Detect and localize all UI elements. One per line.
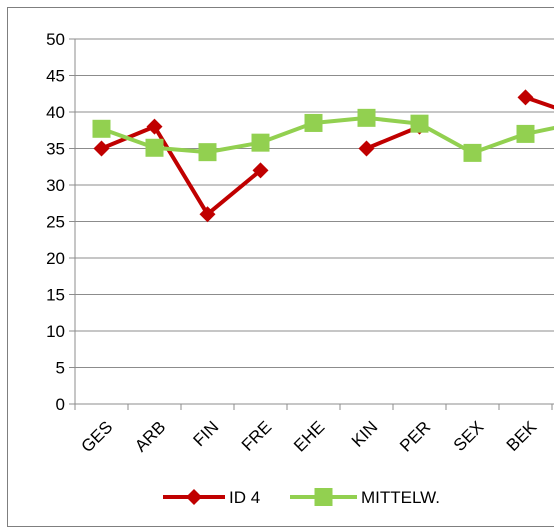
- legend-label: ID 4: [229, 488, 260, 507]
- x-tick-label: KIN: [348, 417, 381, 450]
- grid-lines: [75, 39, 554, 368]
- x-tick-label: GES: [78, 417, 117, 456]
- y-tick-label: 30: [46, 176, 65, 195]
- legend-marker-diamond: [186, 489, 202, 505]
- y-tick-label: 25: [46, 213, 65, 232]
- series-markers: [93, 89, 554, 222]
- data-point-square: [93, 120, 111, 138]
- data-point-square: [305, 114, 323, 132]
- y-tick-label: 50: [46, 30, 65, 49]
- x-tick-labels: GESARBFINFREEHEKINPERSEXBEKWO: [78, 417, 554, 456]
- series-line-1: [102, 118, 554, 153]
- y-tick-label: 35: [46, 140, 65, 159]
- data-point-square: [517, 125, 535, 143]
- y-tick-label: 20: [46, 249, 65, 268]
- data-point-diamond: [518, 89, 534, 105]
- x-tick-label: ARB: [131, 417, 169, 455]
- x-tick-label: BEK: [503, 417, 541, 455]
- data-point-square: [146, 139, 164, 157]
- y-tick-labels: 0 5 10 15 20 25 30 35 40 45 50: [46, 30, 65, 414]
- series-line-0: [102, 127, 261, 215]
- legend-label: MITTELW.: [361, 488, 440, 507]
- legend-marker-square: [315, 488, 333, 506]
- x-tick-label: PER: [396, 417, 434, 455]
- legend: ID 4 MITTELW.: [163, 488, 440, 507]
- data-point-square: [411, 115, 429, 133]
- data-point-diamond: [359, 141, 375, 157]
- data-point-square: [252, 134, 270, 152]
- x-tick-label: FRE: [238, 417, 275, 454]
- y-tick-label: 0: [56, 395, 65, 414]
- x-tick-label: EHE: [290, 417, 328, 455]
- y-tick-label: 40: [46, 103, 65, 122]
- axes: [69, 39, 554, 410]
- y-tick-label: 10: [46, 322, 65, 341]
- y-tick-label: 15: [46, 286, 65, 305]
- data-point-square: [464, 144, 482, 162]
- data-point-diamond: [94, 141, 110, 157]
- line-chart: 0 5 10 15 20 25 30 35 40 45 50 GES ARB FIN FRE EHE KIN P…: [0, 0, 554, 514]
- x-tick-label: SEX: [450, 417, 487, 454]
- x-tick-label: FIN: [190, 417, 223, 450]
- y-tick-label: 5: [56, 359, 65, 378]
- data-point-square: [199, 143, 217, 161]
- data-point-square: [358, 109, 376, 127]
- series-lines: [102, 97, 554, 214]
- y-tick-label: 45: [46, 67, 65, 86]
